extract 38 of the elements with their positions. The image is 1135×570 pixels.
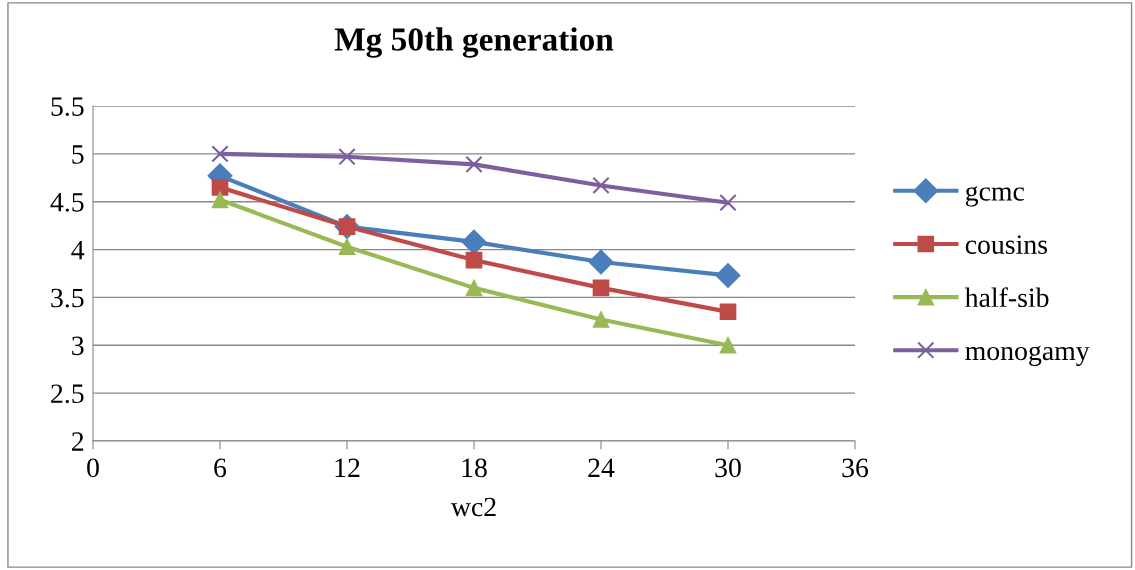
x-tick-label: 12 <box>335 458 360 477</box>
point <box>719 193 737 212</box>
y-tick-label: 4.5 <box>50 193 84 212</box>
x-tick-label: 0 <box>87 458 99 478</box>
point <box>588 249 614 275</box>
point <box>338 148 356 166</box>
y-tick-label: 3.5 <box>51 288 84 308</box>
point <box>719 336 737 354</box>
point <box>465 155 483 174</box>
point <box>465 279 483 297</box>
point <box>211 179 229 196</box>
x-axis-title: wc2 <box>450 497 496 517</box>
point <box>211 145 229 163</box>
chart-title: Mg 50th generation <box>334 27 614 58</box>
point <box>211 191 229 209</box>
legend-label: monogamy <box>965 345 1090 366</box>
y-tick-label: 2.5 <box>51 384 84 404</box>
x-tick-label: 6 <box>214 458 227 478</box>
y-tick-label: 2 <box>72 432 84 451</box>
point <box>338 238 356 256</box>
y-tick-label: 5.5 <box>51 97 84 117</box>
x-tick-label: 18 <box>462 458 487 478</box>
y-tick-label: 3 <box>72 336 84 356</box>
point <box>592 311 610 328</box>
legend-label: gcmc <box>965 186 1024 207</box>
point <box>461 229 487 255</box>
legend-label: cousins <box>965 235 1048 254</box>
y-tick-label: 4 <box>71 240 85 260</box>
y-tick-label: 5 <box>72 145 84 164</box>
point <box>465 251 483 269</box>
point <box>592 176 610 195</box>
legend-label: half-sib <box>964 287 1049 308</box>
x-tick-label: 24 <box>588 458 615 477</box>
point <box>592 279 610 297</box>
point <box>715 262 741 288</box>
x-tick-label: 30 <box>715 458 741 478</box>
x-tick-label: 36 <box>842 458 869 478</box>
point <box>719 303 737 321</box>
